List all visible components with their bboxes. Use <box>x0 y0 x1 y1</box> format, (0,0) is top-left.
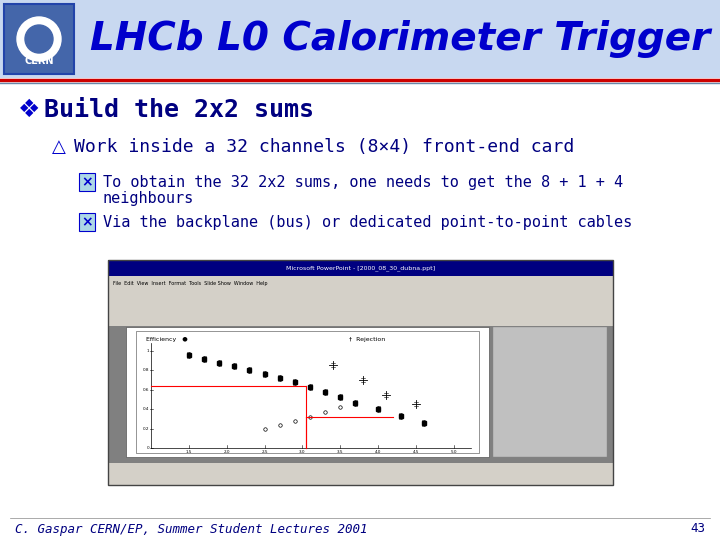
Text: 1.5: 1.5 <box>186 450 192 454</box>
Text: 1: 1 <box>146 349 149 353</box>
FancyBboxPatch shape <box>108 276 613 292</box>
FancyBboxPatch shape <box>108 463 613 475</box>
Text: 2.0: 2.0 <box>223 450 230 454</box>
Text: 4.5: 4.5 <box>413 450 419 454</box>
Text: Microsoft PowerPoint - [2000_08_30_dubna.ppt]: Microsoft PowerPoint - [2000_08_30_dubna… <box>286 265 435 271</box>
Text: 43: 43 <box>690 523 705 536</box>
Text: 0.6: 0.6 <box>143 388 149 392</box>
Text: 0.4: 0.4 <box>143 407 149 411</box>
Text: 2.5: 2.5 <box>261 450 268 454</box>
FancyBboxPatch shape <box>108 326 613 463</box>
Text: File  Edit  View  Insert  Format  Tools  Slide Show  Window  Help: File Edit View Insert Format Tools Slide… <box>113 281 268 287</box>
Text: 5.0: 5.0 <box>451 450 457 454</box>
Text: 0.2: 0.2 <box>143 427 149 430</box>
Text: 0.8: 0.8 <box>143 368 149 372</box>
Text: Via the backplane (bus) or dedicated point-to-point cables: Via the backplane (bus) or dedicated poi… <box>103 214 632 230</box>
Text: Work inside a 32 channels (8×4) front-end card: Work inside a 32 channels (8×4) front-en… <box>74 138 575 156</box>
FancyBboxPatch shape <box>493 327 607 457</box>
FancyBboxPatch shape <box>108 260 613 276</box>
Text: ❖: ❖ <box>18 98 40 122</box>
Text: ×: × <box>81 215 93 229</box>
FancyBboxPatch shape <box>136 331 479 453</box>
Text: CERN: CERN <box>24 56 54 66</box>
Text: Efficiency   ●: Efficiency ● <box>146 336 188 341</box>
Circle shape <box>25 25 53 53</box>
FancyBboxPatch shape <box>108 310 613 326</box>
Text: 4.0: 4.0 <box>375 450 382 454</box>
Text: To obtain the 32 2x2 sums, one needs to get the 8 + 1 + 4: To obtain the 32 2x2 sums, one needs to … <box>103 174 623 190</box>
Circle shape <box>17 17 61 61</box>
FancyBboxPatch shape <box>126 327 489 457</box>
Text: ×: × <box>81 175 93 189</box>
Text: C. Gaspar CERN/EP, Summer Student Lectures 2001: C. Gaspar CERN/EP, Summer Student Lectur… <box>15 523 367 536</box>
Text: 0: 0 <box>146 446 149 450</box>
FancyBboxPatch shape <box>0 0 720 78</box>
FancyBboxPatch shape <box>108 463 613 485</box>
Text: Build the 2x2 sums: Build the 2x2 sums <box>44 98 314 122</box>
FancyBboxPatch shape <box>108 292 613 310</box>
FancyBboxPatch shape <box>4 4 74 74</box>
Text: †  Rejection: † Rejection <box>348 336 385 341</box>
Text: △: △ <box>52 138 66 156</box>
Text: LHCb L0 Calorimeter Trigger (2): LHCb L0 Calorimeter Trigger (2) <box>90 20 720 58</box>
Text: 3.0: 3.0 <box>300 450 306 454</box>
Text: neighbours: neighbours <box>103 192 194 206</box>
Text: 3.5: 3.5 <box>337 450 343 454</box>
